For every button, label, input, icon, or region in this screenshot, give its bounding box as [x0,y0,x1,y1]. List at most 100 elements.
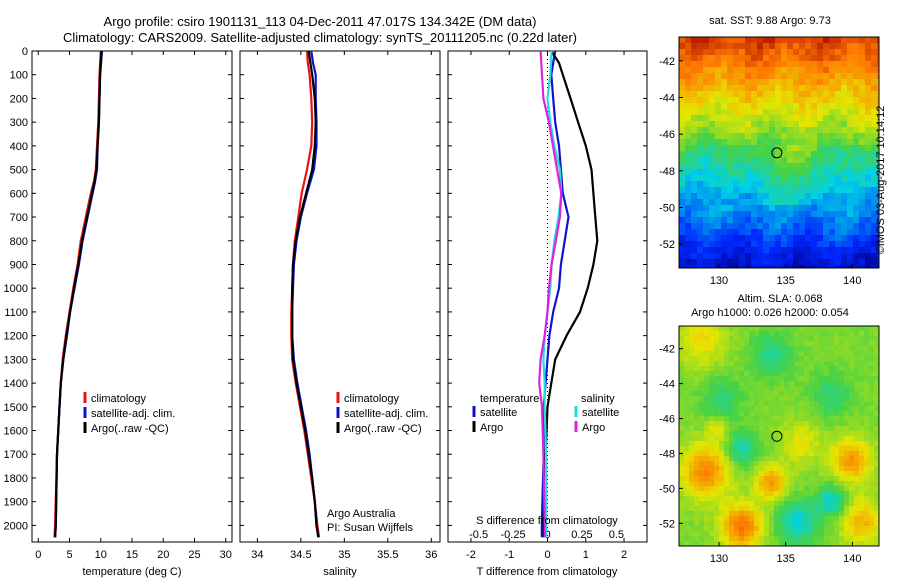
map-cell [829,109,836,116]
map-cell [869,396,875,402]
map-cell [751,199,758,206]
map-cell [709,247,716,254]
map-cell [814,341,820,347]
map-cell [819,511,825,517]
map-cell [714,416,720,422]
map-cell [709,181,716,188]
map-cell [754,521,760,527]
map-cell [714,456,720,462]
map-cell [751,241,758,248]
map-cell [787,43,794,50]
map-cell [841,115,848,122]
map-cell [759,471,765,477]
map-cell [784,521,790,527]
map-cell [829,446,835,452]
map-cell [754,526,760,532]
map-cell [679,361,685,367]
map-cell [679,259,686,266]
map-cell [849,341,855,347]
map-cell [709,163,716,170]
map-cell [834,411,840,417]
map-cell [699,541,705,546]
map-cell [764,471,770,477]
map-cell [744,496,750,502]
map-cell [859,381,865,387]
map-cell [804,351,810,357]
map-cell [709,486,715,492]
map-cell [724,351,730,357]
map-cell [859,175,866,182]
map-cell [809,411,815,417]
map-cell [709,411,715,417]
map-cell [714,516,720,522]
map-x-tick-label: 140 [843,553,861,565]
map-cell [689,421,695,427]
map-cell [729,526,735,532]
map-cell [817,91,824,98]
map-cell [805,205,812,212]
map-cell [709,441,715,447]
map-cell [715,157,722,164]
map-cell [689,521,695,527]
map-cell [715,133,722,140]
map-cell [811,61,818,68]
map-cell [724,471,730,477]
map-cell [714,361,720,367]
map-cell [699,346,705,352]
map-cell [849,436,855,442]
map-cell [757,169,764,176]
map-cell [704,471,710,477]
map-cell [864,511,870,517]
map-cell [744,516,750,522]
map-cell [775,205,782,212]
map-cell [744,541,750,546]
map-cell [829,471,835,477]
map-cell [774,456,780,462]
map-cell [853,73,860,80]
map-cell [874,456,879,462]
map-cell [769,85,776,92]
map-cell [759,416,765,422]
map-cell [691,109,698,116]
map-cell [769,331,775,337]
map-cell [751,235,758,242]
legend-label-s-argo: Argo [582,422,605,434]
map-cell [684,416,690,422]
map-cell [841,205,848,212]
map-cell [823,175,830,182]
map-cell [877,61,879,68]
x-tick-label: 10 [95,549,107,561]
map-cell [869,481,875,487]
map-cell [715,91,722,98]
map-cell [697,91,704,98]
map-cell [859,416,865,422]
map-cell [715,235,722,242]
map-cell [775,151,782,158]
map-cell [709,115,716,122]
map-cell [793,97,800,104]
map-cell [719,531,725,537]
map-cell [859,43,866,50]
map-cell [829,157,836,164]
map-cell [819,446,825,452]
map-cell [679,421,685,427]
map-cell [714,476,720,482]
map-cell [805,253,812,260]
map-cell [759,376,765,382]
map-cell [714,386,720,392]
map-cell [839,456,845,462]
map-cell [794,351,800,357]
map-cell [859,49,866,56]
map-cell [679,491,685,497]
map-cell [694,481,700,487]
map-cell [733,61,740,68]
map-cell [775,157,782,164]
map-cell [739,436,745,442]
map-cell [809,326,815,332]
map-cell [844,371,850,377]
map-cell [679,536,685,542]
map-cell [691,223,698,230]
map-cell [679,145,686,152]
map-cell [699,421,705,427]
map-cell [865,253,872,260]
